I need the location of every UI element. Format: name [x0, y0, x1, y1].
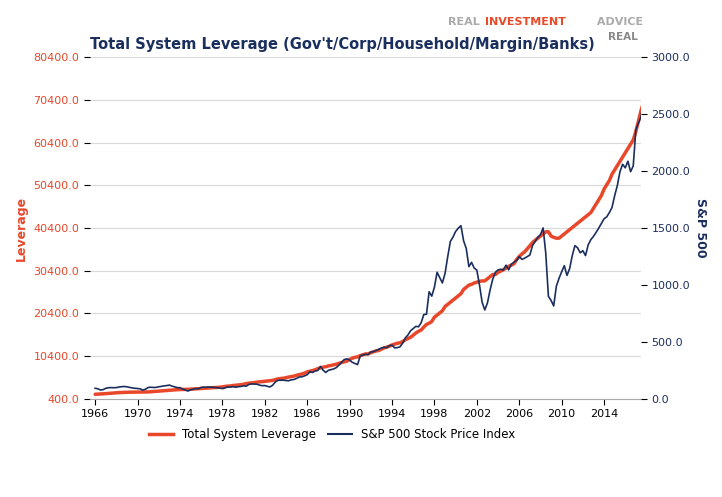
- Text: REAL: REAL: [608, 32, 641, 42]
- Y-axis label: Leverage: Leverage: [15, 195, 28, 260]
- Text: ADVICE: ADVICE: [593, 17, 643, 27]
- Y-axis label: S&P 500: S&P 500: [694, 198, 707, 258]
- Text: INVESTMENT: INVESTMENT: [485, 17, 566, 27]
- Text: REAL: REAL: [448, 17, 483, 27]
- Text: Total System Leverage (Gov't/Corp/Household/Margin/Banks): Total System Leverage (Gov't/Corp/Househ…: [90, 37, 595, 52]
- Legend: Total System Leverage, S&P 500 Stock Price Index: Total System Leverage, S&P 500 Stock Pri…: [144, 423, 521, 446]
